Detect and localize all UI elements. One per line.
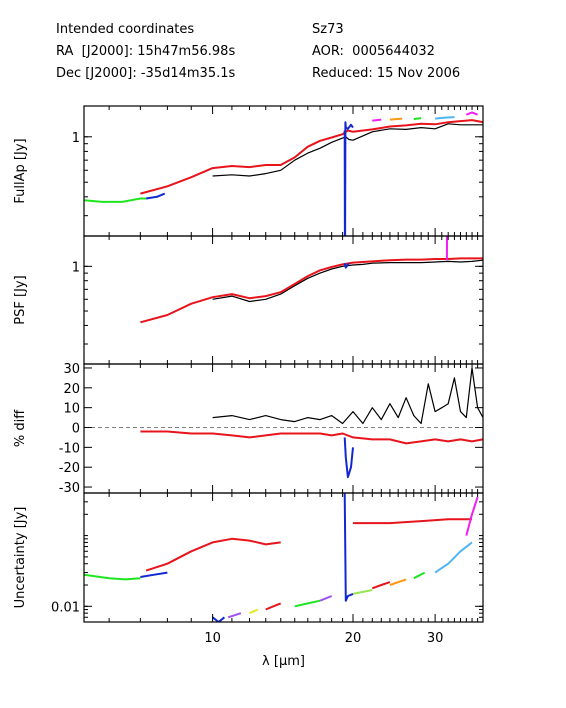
header-left-line-2: RA [J2000]: 15h47m56.98s (56, 44, 236, 59)
header-right-line-1: Sz73 (312, 22, 344, 37)
series-line-2 (140, 571, 168, 578)
series-line-8 (413, 117, 422, 121)
panel-2: 1 PSF [Jy] (13, 235, 484, 365)
series-line-1 (84, 197, 147, 203)
panel-4: 0.01 10 20 30 Uncertainty [Jy] λ [μm] (13, 492, 484, 669)
series-line-11 (352, 589, 373, 595)
series-line-9 (319, 595, 333, 602)
series-line-9 (434, 116, 455, 120)
series-line-5 (227, 612, 242, 619)
x-tick-label: 10 (204, 631, 221, 646)
y-tick-label: 0 (72, 422, 80, 437)
y-tick-label: -30 (59, 481, 80, 496)
series-group (140, 236, 483, 324)
series-line-16 (353, 518, 472, 525)
panel-frame (83, 363, 484, 494)
series-line-5 (343, 121, 354, 236)
series-line-10 (465, 111, 478, 116)
header-right-line-2: AOR: 0005644032 (312, 44, 435, 59)
series-line-14 (413, 571, 426, 580)
y-axis-label: PSF [Jy] (13, 275, 28, 324)
y-tick-label: 10 (63, 402, 80, 417)
series-line-2 (140, 257, 483, 324)
y-tick-label: 0.01 (51, 600, 80, 615)
series-line-1 (212, 367, 483, 425)
series-line-2 (145, 192, 166, 200)
x-axis-label: λ [μm] (262, 654, 305, 669)
series-group (84, 111, 483, 236)
panel-frame (83, 492, 484, 623)
y-tick-label: 30 (63, 362, 80, 377)
y-axis-label: % diff (13, 409, 28, 447)
series-line-3 (212, 123, 483, 177)
series-line-3 (145, 537, 281, 572)
series-line-4 (140, 119, 483, 195)
x-tick-label: 30 (427, 631, 444, 646)
series-line-4 (211, 616, 226, 622)
series-line-17 (465, 496, 479, 536)
header-right-line-3: Reduced: 15 Nov 2006 (312, 66, 461, 81)
series-line-15 (434, 541, 473, 574)
panel-frame (83, 105, 484, 237)
series-line-3 (343, 437, 354, 479)
series-line-10 (343, 493, 354, 602)
series-line-13 (389, 578, 407, 586)
y-tick-label: -20 (59, 461, 80, 476)
y-tick-label: 20 (63, 382, 80, 397)
y-axis-label: Uncertainty [Jy] (13, 507, 28, 609)
series-line-6 (249, 608, 259, 615)
series-line-7 (265, 602, 282, 611)
y-tick-label: -10 (59, 441, 80, 456)
series-group (84, 493, 479, 622)
y-axis-label: FullAp [Jy] (13, 138, 28, 203)
panel-1: 1 FullAp [Jy] (13, 105, 484, 237)
series-line-1 (84, 573, 141, 581)
panel-frame (83, 235, 484, 365)
series-line-2 (140, 430, 483, 445)
series-line-1 (212, 259, 483, 303)
series-line-8 (294, 599, 321, 608)
series-group (140, 367, 483, 479)
x-tick-label: 20 (345, 631, 362, 646)
series-line-7 (389, 117, 403, 121)
series-line-12 (371, 581, 391, 590)
header-left-line-1: Intended coordinates (56, 22, 195, 37)
y-tick-label: 1 (72, 131, 80, 146)
series-line-6 (372, 118, 382, 122)
series-line-4 (343, 262, 350, 269)
header-left-line-3: Dec [J2000]: -35d14m35.1s (56, 66, 236, 81)
panel-3: -30 -20 -10 0 10 20 30 % diff (13, 362, 484, 496)
y-tick-label: 1 (72, 260, 80, 275)
